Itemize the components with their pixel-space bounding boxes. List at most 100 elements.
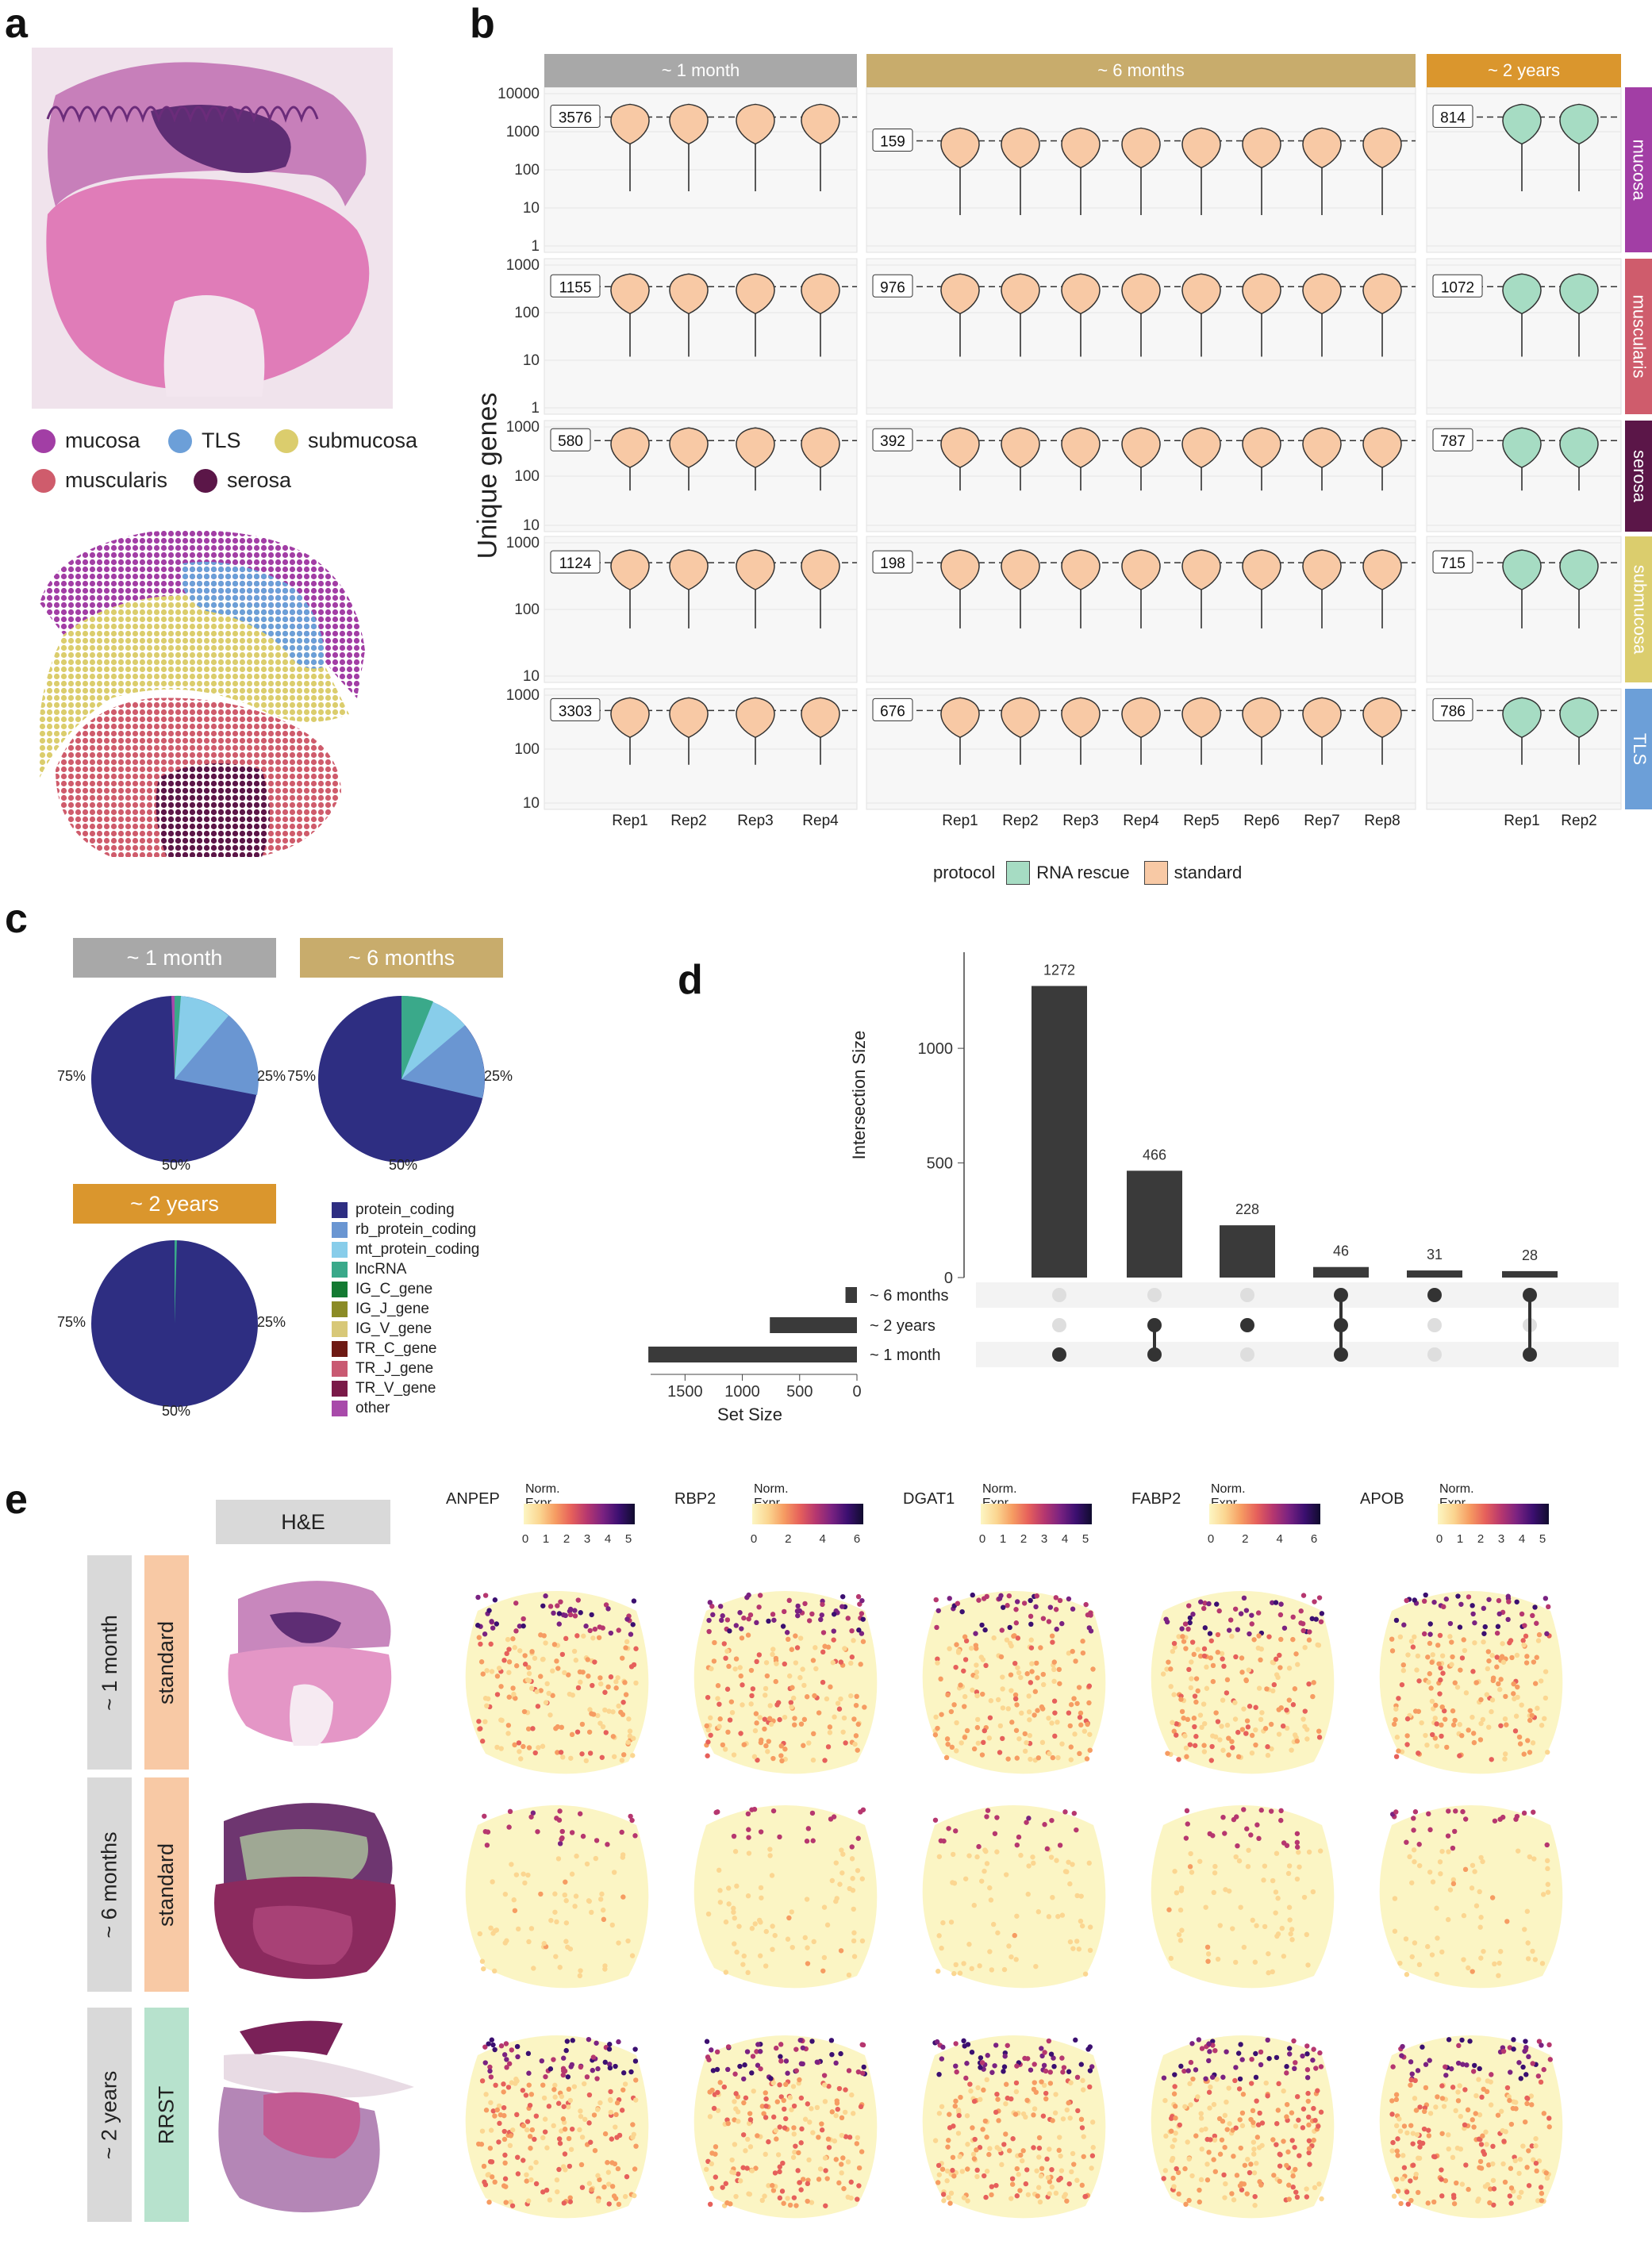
expression-spot bbox=[1400, 2043, 1405, 2050]
expression-spot bbox=[855, 2069, 862, 2075]
expression-spot bbox=[1220, 1697, 1226, 1703]
expression-spot bbox=[836, 1706, 843, 1712]
violin bbox=[1302, 127, 1342, 169]
expression-spot bbox=[845, 2159, 851, 2165]
expression-spot bbox=[611, 2193, 617, 2199]
expression-spot bbox=[1500, 1641, 1505, 1647]
expression-spot bbox=[1533, 2160, 1539, 2166]
he-header: H&E bbox=[216, 1500, 390, 1544]
expression-spot bbox=[1306, 2122, 1312, 2128]
expression-spot bbox=[733, 2106, 739, 2112]
expression-spot bbox=[1053, 1607, 1059, 1612]
expression-spot bbox=[732, 1849, 739, 1854]
expression-spot bbox=[600, 1724, 606, 1730]
expression-spot bbox=[859, 2070, 866, 2076]
expression-spot bbox=[763, 2151, 768, 2158]
expression-spot bbox=[1302, 1644, 1308, 1651]
expression-spot bbox=[1527, 1750, 1533, 1755]
color-scale-tick: 0 bbox=[522, 1532, 528, 1546]
expression-spot bbox=[986, 1735, 993, 1741]
expression-spot bbox=[479, 1958, 486, 1964]
expression-spot bbox=[1173, 2116, 1178, 2121]
expression-spot bbox=[853, 1733, 859, 1739]
expression-spot bbox=[1064, 2107, 1070, 2113]
expression-spot bbox=[1304, 2186, 1309, 2192]
expression-spot bbox=[501, 2128, 507, 2135]
expression-spot bbox=[1017, 2188, 1023, 2193]
expression-spot bbox=[559, 1836, 564, 1842]
expression-spot bbox=[1038, 1645, 1043, 1651]
expression-spot bbox=[1024, 1820, 1029, 1825]
expression-spot bbox=[1189, 1659, 1194, 1665]
expression-spot bbox=[607, 2042, 613, 2047]
expression-spot bbox=[951, 1702, 957, 1708]
expression-spot bbox=[479, 1739, 486, 1744]
expression-spot bbox=[854, 2141, 860, 2146]
expression-spot bbox=[521, 1616, 526, 1622]
spatial-map bbox=[922, 1805, 1106, 1989]
expression-spot bbox=[1529, 2102, 1535, 2108]
expression-spot bbox=[1049, 2166, 1055, 2173]
expression-spot bbox=[1535, 1638, 1542, 1643]
expression-spot bbox=[1187, 1742, 1193, 1747]
expression-spot bbox=[1443, 2064, 1448, 2069]
expression-spot bbox=[964, 1727, 970, 1734]
expression-spot bbox=[1462, 1816, 1469, 1822]
violin bbox=[1121, 273, 1161, 315]
expression-spot bbox=[705, 1739, 711, 1745]
expression-spot bbox=[962, 1876, 969, 1881]
expression-spot bbox=[1239, 2187, 1245, 2192]
expression-spot bbox=[1278, 1704, 1284, 1711]
expression-spot bbox=[1244, 1826, 1250, 1831]
expression-spot bbox=[1305, 2090, 1311, 2096]
expression-spot bbox=[1300, 2125, 1306, 2131]
expression-spot bbox=[631, 1598, 637, 1604]
expression-spot bbox=[828, 2038, 835, 2043]
expression-spot bbox=[774, 2099, 780, 2104]
expression-spot bbox=[1487, 2200, 1493, 2206]
expression-spot bbox=[1271, 2173, 1277, 2178]
expression-spot bbox=[855, 1747, 860, 1753]
expression-spot bbox=[1081, 2087, 1086, 2093]
violin bbox=[610, 427, 650, 469]
expression-spot bbox=[1013, 1620, 1020, 1626]
expression-spot bbox=[740, 2132, 747, 2138]
expression-spot bbox=[1437, 1859, 1443, 1865]
expression-spot bbox=[1087, 1924, 1093, 1930]
expression-spot bbox=[513, 1663, 520, 1669]
expression-spot bbox=[508, 2199, 513, 2205]
expression-spot bbox=[1186, 2197, 1192, 2204]
expression-spot bbox=[1458, 1667, 1463, 1673]
expression-spot bbox=[710, 1612, 716, 1618]
matrix-dot bbox=[1240, 1318, 1254, 1332]
expression-spot bbox=[1081, 2154, 1086, 2159]
expression-spot bbox=[609, 2136, 615, 2142]
expression-spot bbox=[512, 1645, 517, 1651]
expression-spot bbox=[1235, 1754, 1242, 1760]
expression-spot bbox=[777, 2195, 783, 2201]
expression-spot bbox=[557, 1965, 563, 1970]
expression-spot bbox=[1176, 1757, 1181, 1762]
expression-spot bbox=[605, 2160, 610, 2166]
expression-spot bbox=[804, 1839, 810, 1844]
expression-spot bbox=[783, 2116, 789, 2122]
expression-spot bbox=[963, 1638, 970, 1644]
set-axis-title: Set Size bbox=[717, 1405, 782, 1424]
expression-spot bbox=[1470, 1611, 1476, 1617]
expression-spot bbox=[1294, 1831, 1300, 1836]
expression-spot bbox=[755, 2042, 761, 2047]
expression-spot bbox=[1051, 1698, 1058, 1704]
expression-spot bbox=[1545, 1749, 1550, 1755]
violin bbox=[1061, 273, 1101, 315]
expression-spot bbox=[492, 2046, 498, 2053]
intersection-bar bbox=[1032, 986, 1087, 1278]
expression-spot bbox=[941, 1838, 947, 1844]
expression-spot bbox=[483, 2092, 489, 2097]
expression-spot bbox=[1472, 1869, 1477, 1874]
expression-spot bbox=[1212, 1863, 1218, 1870]
expression-spot bbox=[1256, 1835, 1262, 1842]
expression-spot bbox=[982, 1627, 988, 1633]
expression-spot bbox=[1408, 2123, 1414, 2128]
expression-spot bbox=[1087, 2084, 1093, 2090]
expression-spot bbox=[594, 2107, 601, 2112]
